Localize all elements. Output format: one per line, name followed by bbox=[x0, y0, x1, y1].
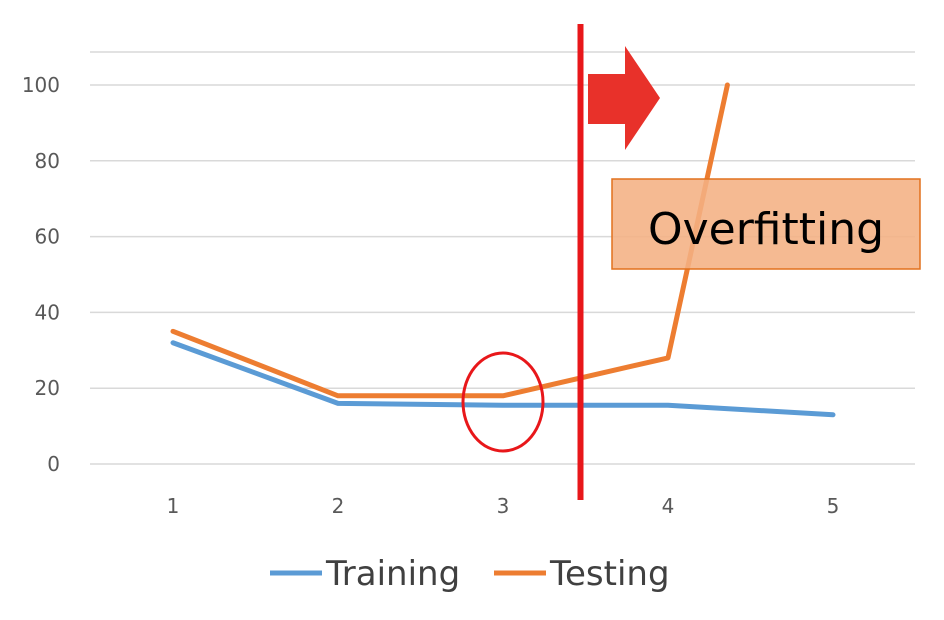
legend: Training Testing bbox=[270, 554, 670, 594]
gridlines bbox=[90, 51, 915, 465]
series-line-training bbox=[170, 340, 836, 418]
y-tick-label: 40 bbox=[35, 300, 60, 324]
x-tick-label: 1 bbox=[167, 494, 180, 518]
x-tick-label: 2 bbox=[332, 494, 345, 518]
legend-label-training: Training bbox=[325, 554, 460, 594]
y-tick-label: 20 bbox=[35, 376, 60, 400]
x-tick-label: 4 bbox=[662, 494, 675, 518]
x-tick-label: 5 bbox=[827, 494, 840, 518]
y-tick-label: 0 bbox=[47, 452, 60, 476]
overfitting-label-box bbox=[611, 178, 921, 270]
y-tick-label: 60 bbox=[35, 225, 60, 249]
y-tick-label: 80 bbox=[35, 149, 60, 173]
x-axis-ticks: 1 2 3 4 5 bbox=[167, 494, 840, 518]
right-arrow-icon bbox=[588, 46, 660, 150]
y-tick-label: 100 bbox=[22, 73, 60, 97]
x-tick-label: 3 bbox=[497, 494, 510, 518]
highlight-circle bbox=[461, 351, 545, 453]
legend-label-testing: Testing bbox=[549, 554, 670, 594]
y-axis-ticks: 0 20 40 60 80 100 bbox=[22, 73, 60, 476]
overfitting-label: Overfitting bbox=[648, 204, 884, 255]
